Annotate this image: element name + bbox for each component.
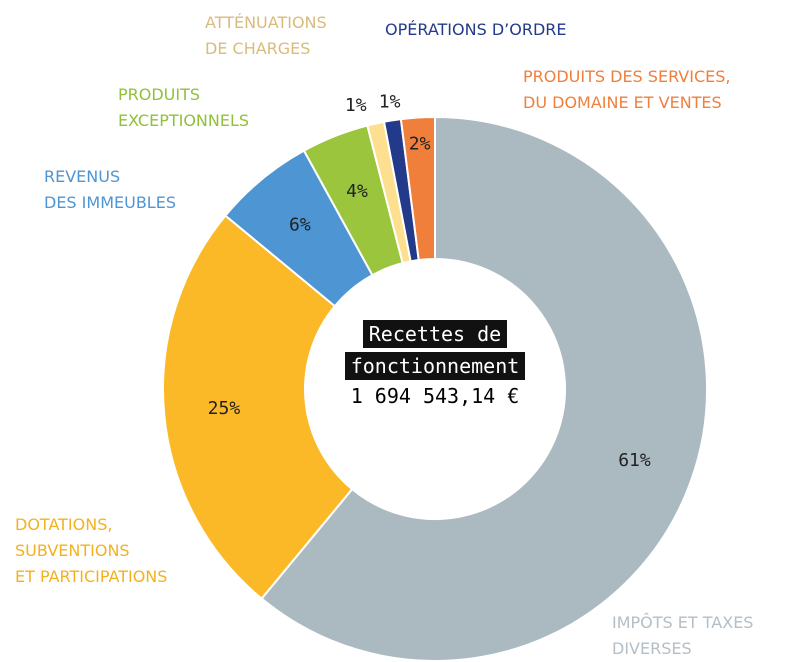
value-label: 2% xyxy=(409,133,431,154)
donut-slice xyxy=(162,214,354,600)
value-label: 25% xyxy=(208,398,241,419)
center-value: 1 694 543,14 € xyxy=(350,384,520,408)
value-label: 6% xyxy=(289,215,311,236)
category-label: PRODUITS EXCEPTIONNELS xyxy=(118,85,250,130)
category-label: OPÉRATIONS D’ORDRE xyxy=(385,20,567,39)
value-label: 4% xyxy=(346,181,368,202)
category-label: DOTATIONS, SUBVENTIONS ET PARTICIPATIONS xyxy=(15,515,168,586)
value-label: 1% xyxy=(379,92,401,113)
category-label: PRODUITS DES SERVICES, DU DOMAINE ET VEN… xyxy=(523,67,731,112)
category-label: ATTÉNUATIONS DE CHARGES xyxy=(205,13,327,58)
category-label: IMPÔTS ET TAXES DIVERSES xyxy=(612,613,754,658)
center-title-line: Recettes de xyxy=(362,320,508,348)
value-label: 1% xyxy=(345,95,367,116)
donut-slice xyxy=(260,115,708,662)
category-label: REVENUS DES IMMEUBLES xyxy=(44,167,176,212)
center-title-line: fonctionnement xyxy=(344,352,526,380)
value-label: 61% xyxy=(618,450,651,471)
donut-slice xyxy=(399,115,436,262)
center-title: Recettes de fonctionnement 1 694 543,14 … xyxy=(295,320,575,408)
